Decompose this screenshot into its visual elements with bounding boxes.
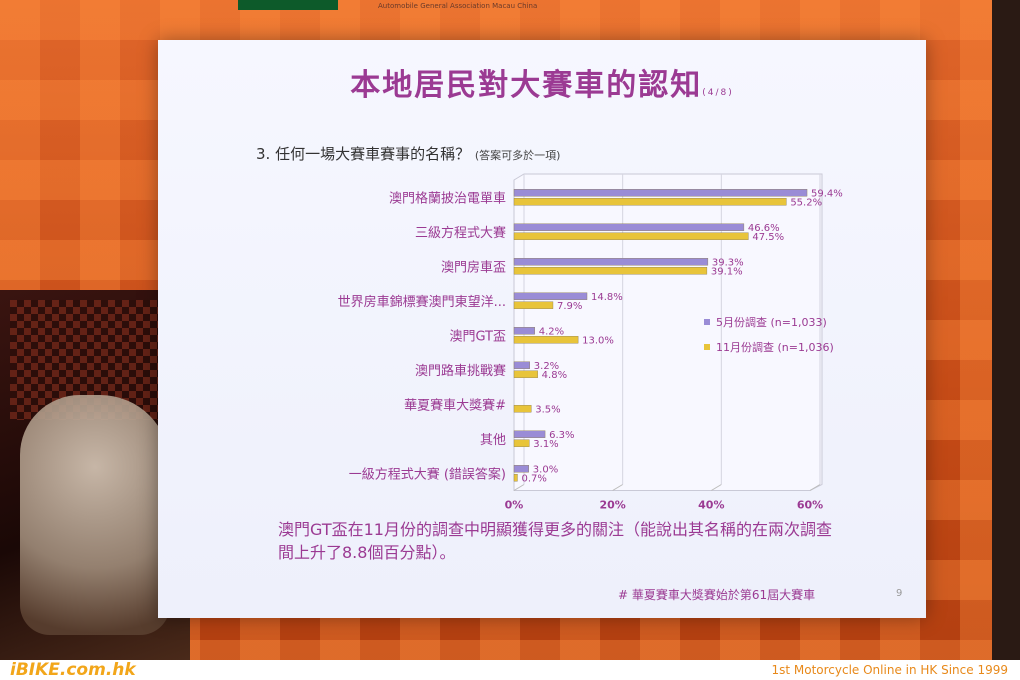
bar-may (513, 189, 808, 197)
legend-swatch (704, 344, 710, 350)
x-tick-label: 40% (698, 499, 724, 511)
bar-nov (513, 198, 787, 206)
bar-may (513, 258, 709, 266)
category-label: 澳門路車挑戰賽 (415, 363, 506, 379)
data-label: 3.1% (533, 439, 558, 450)
data-label: 3.5% (535, 404, 560, 415)
data-label: 7.9% (557, 301, 582, 312)
bar-may (513, 430, 546, 438)
bar-chart: 0% 20% 40% 60% 澳門格蘭披治電單車 59.4%55.2% 三級方程式大賽 46.… (338, 173, 843, 511)
data-label: 4.8% (542, 370, 567, 381)
bar-nov (513, 232, 749, 240)
x-tick-label: 60% (797, 499, 823, 511)
category-label: 華夏賽車大獎賽# (404, 397, 506, 413)
question-text: 3. 任何一場大賽車賽事的名稱？ (答案可多於一項) (256, 143, 560, 164)
bar-may (513, 361, 530, 369)
data-label: 0.7% (521, 473, 546, 484)
site-tagline: 1st Motorcycle Online in HK Since 1999 (771, 663, 1008, 677)
data-label: 14.8% (591, 292, 623, 303)
gridline-foot (612, 484, 623, 491)
x-tick-label: 20% (599, 499, 625, 511)
bar-nov (513, 301, 554, 309)
data-label: 47.5% (752, 232, 784, 243)
site-logo: iBIKE.com.hk (10, 660, 136, 680)
slide-title-suffix: (4/8) (702, 88, 734, 98)
slide-title: 本地居民對大賽車的認知(4/8) (158, 60, 926, 104)
projected-slide: 本地居民對大賽車的認知(4/8) 3. 任何一場大賽車賽事的名稱？ (答案可多於… (158, 40, 926, 618)
summary-note: 澳門GT盃在11月份的調查中明顯獲得更多的關注（能說出其名稱的在兩次調查間上升了… (278, 520, 832, 562)
dark-edge (992, 0, 1020, 660)
slide-title-text: 本地居民對大賽車的認知 (350, 68, 703, 103)
gridline-foot (711, 484, 722, 491)
legend-swatch (704, 319, 710, 325)
category-label: 澳門房車盃 (441, 259, 506, 275)
bar-nov (513, 474, 518, 482)
data-label: 46.6% (748, 223, 780, 234)
data-label: 3.0% (533, 464, 558, 475)
category-label: 澳門GT盃 (449, 328, 506, 344)
bar-may (513, 465, 530, 473)
category-label: 世界房車錦標賽澳門東望洋... (338, 294, 506, 310)
data-label: 6.3% (549, 430, 574, 441)
bar-nov (513, 405, 532, 413)
category-label: 澳門格蘭披治電單車 (389, 190, 506, 206)
page-number: 9 (896, 588, 903, 599)
data-label: 13.0% (582, 335, 614, 346)
data-label: 59.4% (811, 188, 843, 199)
data-label: 3.2% (534, 361, 559, 372)
category-label: 其他 (480, 433, 506, 448)
data-label: 39.3% (712, 257, 744, 268)
lion-dance-figure (20, 395, 170, 635)
top-banner-logo (238, 0, 338, 10)
data-label: 4.2% (539, 326, 564, 337)
data-label: 55.2% (790, 197, 822, 208)
footnote: # 華夏賽車大獎賽始於第61屆大賽車 (618, 588, 816, 602)
bar-may (513, 292, 588, 300)
bar-may (513, 327, 535, 335)
gridline-foot (513, 484, 525, 491)
question-label: 3. 任何一場大賽車賽事的名稱？ (256, 145, 471, 163)
org-text: Automobile General Association Macau Chi… (378, 2, 538, 10)
gridline-foot (809, 484, 821, 491)
category-label: 三級方程式大賽 (415, 225, 506, 241)
data-label: 39.1% (711, 266, 743, 277)
legend-label: 5月份調查 (n=1,033) (716, 315, 827, 329)
question-note: (答案可多於一項) (474, 149, 561, 162)
bar-nov (513, 267, 708, 275)
legend-label: 11月份調查 (n=1,036) (716, 340, 834, 354)
bar-may (513, 223, 745, 231)
bar-nov (513, 370, 538, 378)
x-tick-label: 0% (505, 499, 524, 511)
category-label: 一級方程式大賽 (錯誤答案) (349, 466, 506, 482)
bar-nov (513, 439, 530, 447)
bar-nov (513, 336, 579, 344)
bottom-bar (0, 660, 1020, 680)
